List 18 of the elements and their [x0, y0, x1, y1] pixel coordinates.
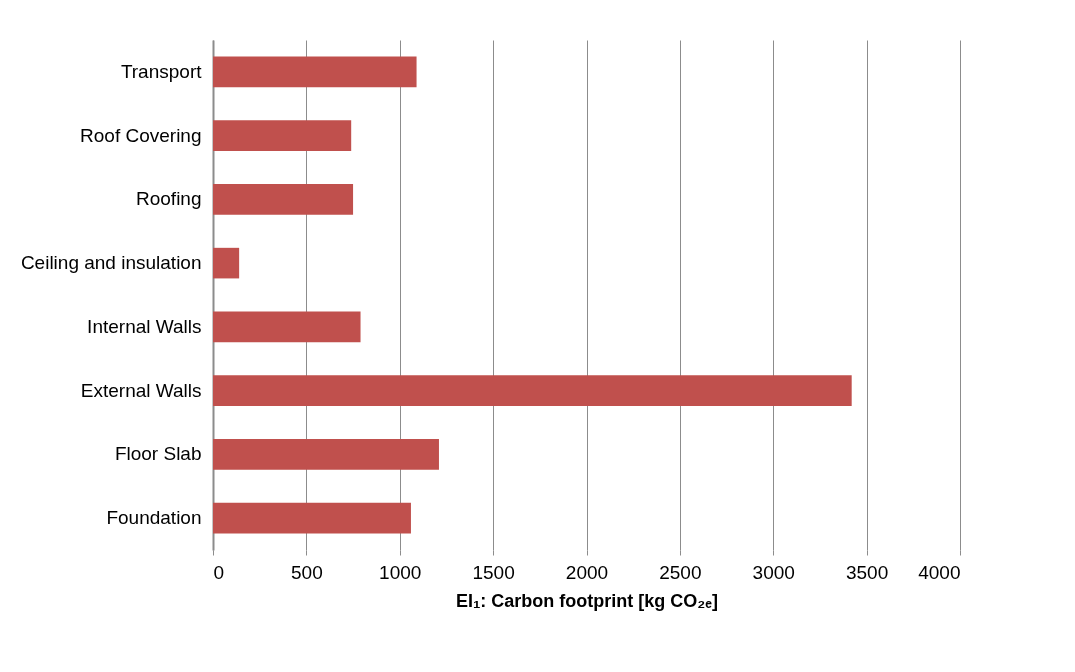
x-axis-title: EI₁: Carbon footprint [kg CO₂ₑ] [455, 590, 719, 611]
x-tick-label: 3000 [752, 561, 795, 583]
x-tick-label: 1000 [379, 561, 422, 583]
x-tick-label: 2000 [565, 561, 609, 583]
y-tick-label: Ceiling and insulation [20, 252, 202, 274]
y-tick-label: Foundation [106, 507, 202, 529]
x-tick-label: 1500 [472, 561, 515, 583]
y-tick-label: External Walls [80, 379, 202, 401]
x-tick-label: 500 [291, 561, 323, 583]
x-tick-label: 3500 [845, 561, 889, 583]
x-tick-label: 0 [213, 561, 225, 583]
y-tick-label: Roofing [136, 188, 202, 210]
y-tick-label: Roof Covering [80, 124, 202, 146]
y-tick-label: Internal Walls [87, 315, 202, 337]
x-tick-label: 4000 [918, 561, 961, 583]
y-tick-label: Floor Slab [114, 443, 202, 465]
y-tick-label: Transport [120, 60, 203, 82]
x-tick-label: 2500 [659, 561, 702, 583]
